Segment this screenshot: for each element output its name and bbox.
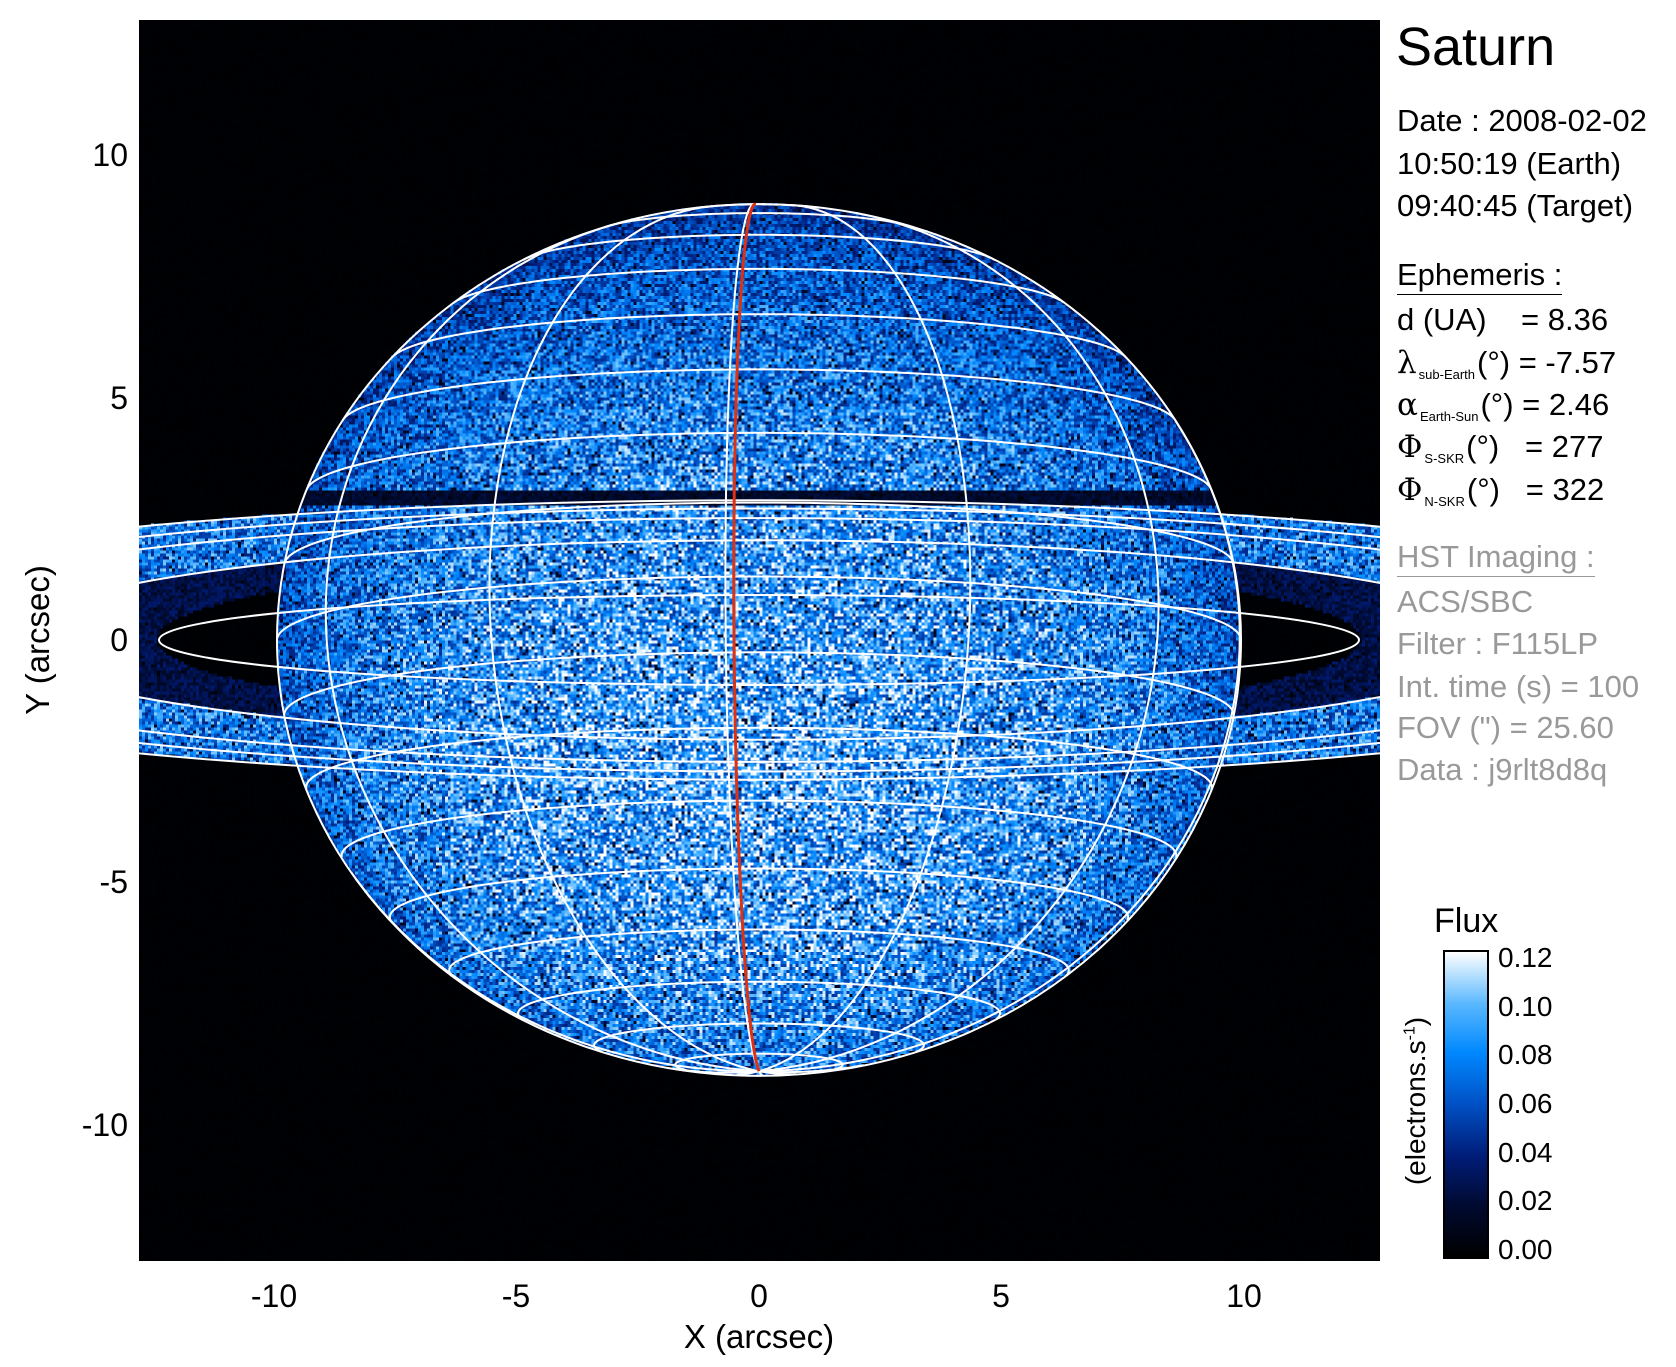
y-tick-label: 5 <box>110 382 128 414</box>
y-tick-label: -5 <box>100 866 128 898</box>
phi-s-subscript: S-SKR <box>1424 451 1464 466</box>
lambda-row: λ sub-Earth(°) = -7.57 <box>1397 346 1616 392</box>
fov-text: FOV (") = 25.60 <box>1397 711 1614 745</box>
chart-title: Saturn <box>1396 16 1555 78</box>
phi-n-subscript: N-SKR <box>1424 494 1464 509</box>
colorbar-label-close: ) <box>1400 1017 1431 1026</box>
instrument-text: ACS/SBC <box>1397 585 1533 619</box>
y-tick-label: 0 <box>110 624 128 656</box>
phi-n-value: (°) = 322 <box>1467 472 1604 507</box>
colorbar-tick-label: 0.08 <box>1498 1039 1553 1071</box>
phi-symbol: Φ <box>1397 472 1422 508</box>
meridian-line <box>759 205 970 1071</box>
alpha-subscript: Earth-Sun <box>1420 409 1479 424</box>
colorbar-label: (electrons.s-1) <box>1400 1017 1432 1185</box>
latitude-line <box>307 433 1211 489</box>
lambda-symbol: λ <box>1397 345 1417 381</box>
distance-label: d (UA) <box>1397 302 1487 337</box>
ring-edge <box>139 509 1380 772</box>
colorbar-tick-label: 0.02 <box>1498 1185 1553 1217</box>
grid-overlay <box>139 20 1380 1261</box>
colorbar-tick-label: 0.12 <box>1498 942 1553 974</box>
data-id-text: Data : j9rlt8d8q <box>1397 753 1607 787</box>
date-text: Date : 2008-02-02 <box>1397 104 1647 138</box>
phi-s-value: (°) = 277 <box>1466 429 1603 464</box>
ring-edge <box>139 518 1380 762</box>
earth-time-text: 10:50:19 (Earth) <box>1397 147 1621 181</box>
colorbar-tick-label: 0.06 <box>1498 1088 1553 1120</box>
colorbar-tick-label: 0.10 <box>1498 991 1553 1023</box>
latitude-line <box>343 369 1176 420</box>
colorbar-tick-label: 0.04 <box>1498 1137 1553 1169</box>
filter-text: Filter : F115LP <box>1397 627 1598 661</box>
colorbar-tick-label: 0.00 <box>1498 1234 1553 1266</box>
latitude-line <box>523 235 994 260</box>
meridian-line <box>351 872 759 1071</box>
meridian-line <box>490 206 760 1071</box>
colorbar <box>1443 950 1489 1259</box>
ephemeris-title: Ephemeris : <box>1397 257 1562 295</box>
x-tick-label: 5 <box>992 1280 1010 1312</box>
latitude-line <box>392 314 1126 358</box>
y-tick-label: 10 <box>92 139 128 171</box>
x-tick-label: 0 <box>750 1280 768 1312</box>
x-axis-label: X (arcsec) <box>684 1318 834 1356</box>
meridian-line <box>326 218 759 1071</box>
latitude-line <box>342 801 1177 858</box>
saturn-image <box>139 20 1380 1261</box>
x-tick-label: -5 <box>502 1280 530 1312</box>
hst-heading: HST Imaging : <box>1397 540 1595 574</box>
y-tick-label: -10 <box>82 1109 128 1141</box>
lambda-value: (°) = -7.57 <box>1477 345 1616 380</box>
y-axis-label: Y (arcsec) <box>19 565 57 715</box>
ring-edge <box>139 500 1380 779</box>
distance-value: = 8.36 <box>1521 302 1608 337</box>
target-time-text: 09:40:45 (Target) <box>1397 189 1633 223</box>
ephemeris-heading: Ephemeris : <box>1397 258 1562 292</box>
int-time-text: Int. time (s) = 100 <box>1397 670 1639 704</box>
phi-n-row: Φ N-SKR(°) = 322 <box>1397 473 1604 519</box>
colorbar-label-text: (electrons.s <box>1400 1040 1431 1185</box>
colorbar-label-exponent: -1 <box>1402 1026 1419 1040</box>
alpha-symbol: α <box>1397 387 1418 423</box>
latitude-line <box>390 869 1128 921</box>
phi-symbol: Φ <box>1397 429 1422 465</box>
alpha-value: (°) = 2.46 <box>1480 387 1609 422</box>
phi-s-row: Φ S-SKR(°) = 277 <box>1397 430 1603 476</box>
latitude-line <box>277 577 1241 641</box>
x-tick-label: -10 <box>251 1280 297 1312</box>
distance-row: d (UA) = 8.36 <box>1397 303 1608 337</box>
lambda-subscript: sub-Earth <box>1419 367 1475 382</box>
latitude-line <box>284 652 1233 715</box>
alpha-row: α Earth-Sun(°) = 2.46 <box>1397 388 1609 434</box>
colorbar-title: Flux <box>1434 902 1498 941</box>
x-tick-label: 10 <box>1226 1280 1262 1312</box>
latitude-line <box>518 982 1000 1019</box>
hst-title: HST Imaging : <box>1397 539 1595 577</box>
latitude-line <box>285 503 1234 563</box>
latitude-line <box>449 930 1069 977</box>
ring-edge <box>139 540 1380 739</box>
latitude-line <box>454 269 1064 303</box>
